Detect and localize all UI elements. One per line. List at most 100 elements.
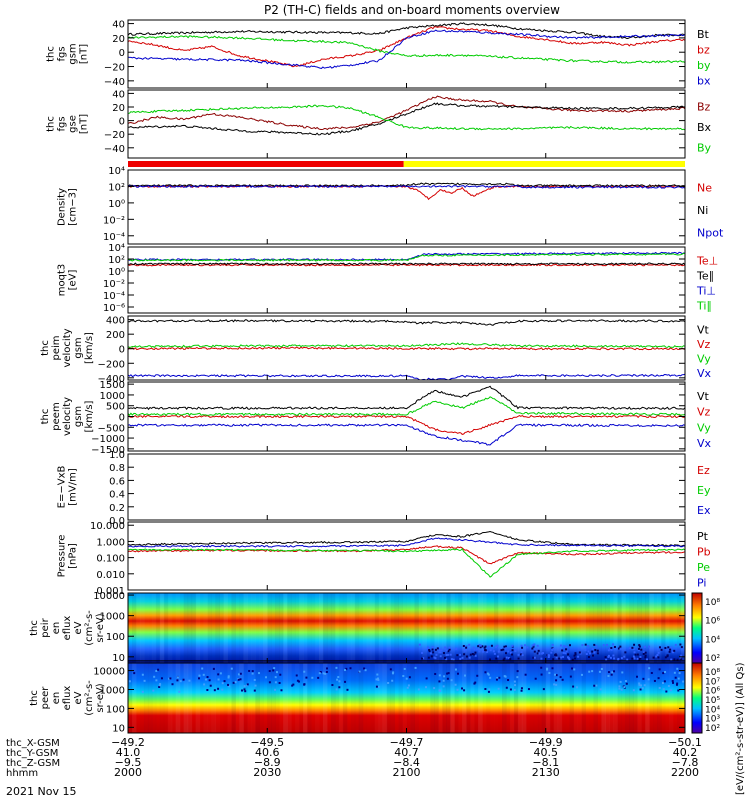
noise-dot <box>429 652 432 655</box>
noise-dot <box>657 677 660 680</box>
spectrogram-stripe <box>227 593 231 663</box>
noise-dot <box>251 672 254 675</box>
spectrogram-stripe <box>633 663 638 733</box>
spectrogram-stripe <box>426 663 430 733</box>
panel-frame <box>127 246 686 314</box>
noise-dot <box>468 643 471 646</box>
spectrogram-stripe <box>525 593 531 663</box>
noise-dot <box>478 643 481 646</box>
noise-dot <box>669 689 672 692</box>
noise-dot <box>593 643 596 646</box>
spectrogram-stripe <box>553 593 559 663</box>
spectrogram-stripe <box>239 663 244 733</box>
noise-dot <box>653 679 656 682</box>
noise-dot <box>478 650 481 653</box>
noise-dot <box>657 656 660 659</box>
noise-dot <box>158 686 161 689</box>
low-energy-noise <box>418 643 683 661</box>
spectrogram-stripe <box>553 663 559 733</box>
spectrogram-stripe <box>590 663 594 733</box>
spectrogram-stripe <box>223 593 228 663</box>
noise-dot <box>377 685 380 688</box>
spectrogram-stripe <box>168 593 172 663</box>
x-row-label: thc_Y-GSM <box>6 748 58 759</box>
series-line-Bz <box>127 95 686 131</box>
spectrogram-stripe <box>327 663 331 733</box>
noise-dot <box>534 648 537 651</box>
spectrogram-stripe <box>326 593 332 663</box>
y-tick-label: 0.100 <box>96 554 125 565</box>
noise-dot <box>542 688 545 691</box>
spectrogram-stripe <box>677 593 681 663</box>
noise-dot <box>642 652 645 655</box>
spectrogram-stripe <box>303 663 308 733</box>
noise-dot <box>445 653 448 656</box>
y-tick-label: 500 <box>106 402 125 413</box>
region-bar-red <box>128 161 404 167</box>
noise-dot <box>673 658 676 661</box>
noise-dot <box>638 644 641 647</box>
spectrogram-stripe <box>390 663 396 733</box>
noise-dot <box>495 645 498 648</box>
series-line-Ni <box>127 182 686 188</box>
noise-dot <box>504 646 507 649</box>
noise-dot <box>279 673 282 676</box>
y-tick-label: 10⁰ <box>108 267 125 278</box>
y-axis-label: eV <box>73 621 84 634</box>
legend-Bz: Bz <box>697 100 711 113</box>
noise-dot <box>599 688 602 691</box>
y-tick-label: 1000 <box>100 612 125 623</box>
noise-dot <box>198 674 201 677</box>
noise-dot <box>533 656 536 659</box>
noise-dot <box>219 672 222 675</box>
spectrogram-stripe <box>131 593 137 663</box>
y-axis-label: gsm <box>68 43 79 64</box>
y-tick-label: 10⁻⁶ <box>103 303 125 314</box>
y-tick-label: 40 <box>112 20 125 31</box>
noise-dot <box>223 680 226 683</box>
y-axis-label: gsm <box>73 337 84 358</box>
spectrogram-stripe <box>299 663 303 733</box>
spectrogram-stripe <box>629 593 634 663</box>
spectrogram-stripe <box>661 593 666 663</box>
noise-dot <box>559 644 562 647</box>
noise-dot <box>591 650 594 653</box>
noise-dot <box>520 651 523 654</box>
noise-dot <box>447 672 450 675</box>
noise-dot <box>473 648 476 651</box>
noise-dot <box>232 681 235 684</box>
noise-dot <box>465 655 468 658</box>
y-axis-label: [eV] <box>68 270 79 291</box>
y-axis-label: velocity <box>62 328 73 367</box>
series-line-bz <box>127 26 686 68</box>
noise-dot <box>536 644 539 647</box>
spectrogram-stripe <box>363 593 367 663</box>
y-tick-label: 10⁴ <box>108 243 125 254</box>
spectrogram-stripe <box>287 593 292 663</box>
spectrogram-stripe <box>446 663 451 733</box>
noise-dot <box>153 675 156 678</box>
noise-dot <box>428 648 431 651</box>
panel-frame <box>127 453 686 521</box>
spectrogram-stripe <box>259 593 263 663</box>
noise-dot <box>407 684 410 687</box>
spectrogram-stripe <box>410 593 414 663</box>
spectrogram-stripe <box>136 593 140 663</box>
noise-dot <box>447 653 450 656</box>
noise-dot <box>474 654 477 657</box>
spectrogram-stripe <box>517 663 523 733</box>
legend-bz: bz <box>697 43 710 56</box>
high-energy-noise <box>128 666 685 693</box>
series-line-Vz <box>127 414 686 435</box>
noise-dot <box>436 647 439 650</box>
spectrogram-stripe <box>379 593 383 663</box>
noise-dot <box>338 686 341 689</box>
spectrogram-stripe <box>418 663 422 733</box>
y-tick-label: 10² <box>108 182 125 193</box>
noise-dot <box>408 676 411 679</box>
noise-dot <box>551 643 554 646</box>
noise-dot <box>178 690 181 693</box>
noise-dot <box>241 689 244 692</box>
noise-dot <box>671 680 674 683</box>
